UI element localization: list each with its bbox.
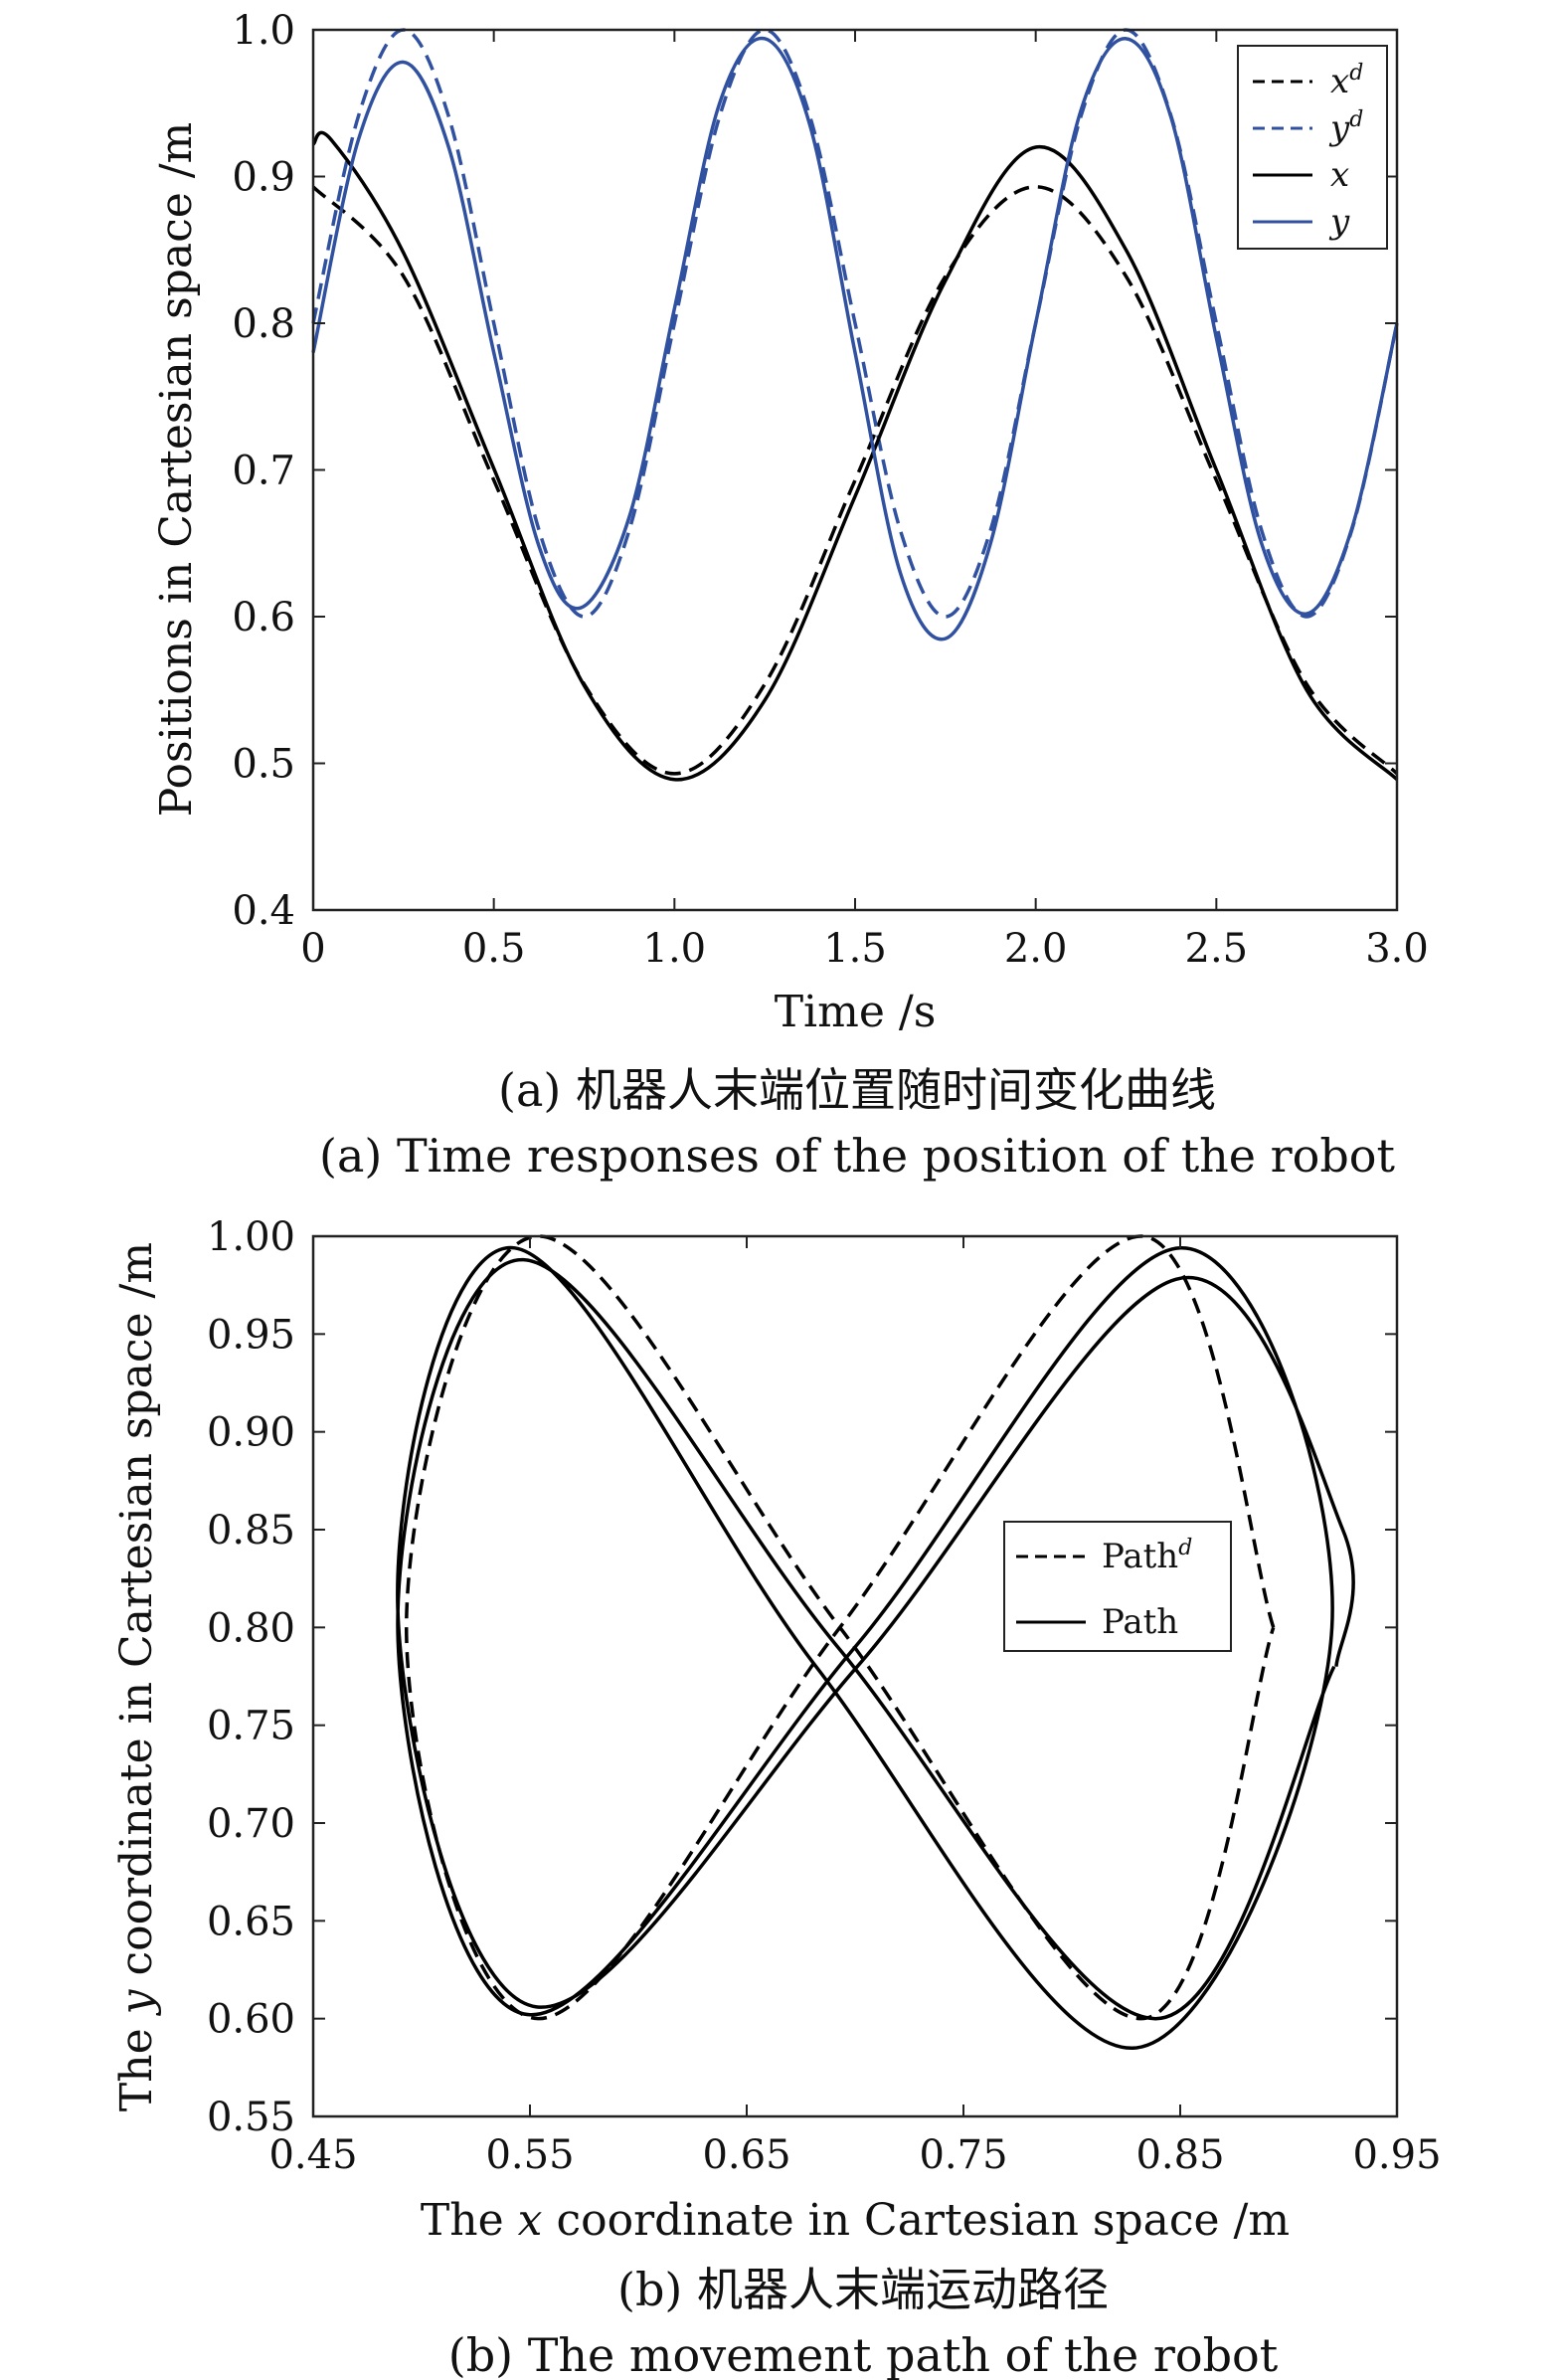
chart-b-ylabel: The y coordinate in Cartesian space /m — [111, 1242, 162, 2111]
caption-a-zh: (a) 机器人末端位置随时间变化曲线 — [498, 1063, 1216, 1117]
caption-a-en: (a) Time responses of the position of th… — [319, 1129, 1395, 1183]
chart-b-series-1-line — [396, 1246, 1355, 2050]
y-tick-label: 0.95 — [207, 1312, 295, 1358]
chart-b-series-group — [396, 1234, 1355, 2050]
chart-b-ticks: 0.45 0.55 0.65 0.75 0.85 0.950.550.600.650.70… — [207, 1214, 1442, 2178]
x-tick-label: 0.85 — [1135, 2132, 1224, 2178]
y-tick-label: 0.60 — [207, 1997, 295, 2043]
chart-a-ticks: 0 0.5 1.0 1.5 2.0 2.5 3.0 0.4 0.5 0.6 0.7 0.8 0.9 1.0 — [232, 8, 1428, 972]
y-tick-label: 0.80 — [207, 1605, 295, 1651]
x-tick-label: 2.0 — [1004, 926, 1068, 972]
y-tick-label: 0.70 — [207, 1801, 295, 1847]
y-tick-label: 0.85 — [207, 1508, 295, 1554]
y-tick-label: 0.4 — [232, 888, 295, 934]
x-tick-label: 0.55 — [485, 2132, 574, 2178]
caption-b-en: (b) The movement path of the robot — [448, 2328, 1279, 2380]
chart-a-series-3-line — [311, 36, 1399, 641]
chart-a-series-0-line — [311, 185, 1399, 776]
chart-b-movement-path: 0.45 0.55 0.65 0.75 0.85 0.950.550.600.650.70… — [111, 1214, 1442, 2246]
y-tick-label: 0.75 — [207, 1704, 295, 1749]
x-tick-label: 1.5 — [823, 926, 887, 972]
x-tick-label: 0.45 — [268, 2132, 357, 2178]
chart-a-ylabel: Positions in Cartesian space /m — [151, 122, 202, 818]
y-tick-label: 1.0 — [232, 8, 295, 54]
y-tick-label: 0.65 — [207, 1899, 295, 1944]
x-tick-label: 0 — [300, 926, 325, 972]
chart-a-series-1-line — [311, 28, 1399, 619]
chart-a-xlabel: Time /s — [775, 987, 937, 1037]
y-tick-label: 0.90 — [207, 1410, 295, 1456]
legend-1-label: Path — [1102, 1602, 1178, 1642]
x-tick-label: 0.95 — [1352, 2132, 1441, 2178]
legend-1-label: yd — [1328, 107, 1363, 148]
chart-a-time-response: 0 0.5 1.0 1.5 2.0 2.5 3.0 0.4 0.5 0.6 0.7 0.8 0.9 1.0… — [151, 8, 1429, 1037]
legend-0-label: Pathd — [1102, 1536, 1192, 1576]
x-tick-label: 0.5 — [462, 926, 526, 972]
legend-2-label: x — [1330, 155, 1349, 195]
chart-a-legend: xd yd xy — [1237, 45, 1388, 250]
chart-a-series-group — [311, 28, 1399, 782]
y-tick-label: 0.9 — [232, 155, 295, 201]
legend-3-label: y — [1328, 202, 1350, 242]
chart-b-series-0-line — [404, 1234, 1276, 2021]
chart-b-legend: Pathd Path — [1003, 1521, 1232, 1652]
y-tick-label: 0.5 — [232, 742, 295, 788]
x-tick-label: 2.5 — [1185, 926, 1249, 972]
y-tick-label: 1.00 — [207, 1214, 295, 1260]
legend-0-label: xd — [1330, 61, 1363, 101]
y-tick-label: 0.6 — [232, 595, 295, 641]
y-tick-label: 0.7 — [232, 449, 295, 494]
x-tick-label: 0.65 — [702, 2132, 790, 2178]
chart-b-axes-box — [311, 1234, 1399, 2118]
caption-b-zh: (b) 机器人末端运动路径 — [617, 2263, 1109, 2316]
y-tick-label: 0.55 — [207, 2095, 295, 2140]
chart-a-series-2-line — [311, 130, 1399, 782]
x-tick-label: 0.75 — [919, 2132, 1007, 2178]
chart-b-xlabel: The x coordinate in Cartesian space /m — [421, 2195, 1290, 2246]
x-tick-label: 3.0 — [1365, 926, 1429, 972]
y-tick-label: 0.8 — [232, 301, 295, 347]
x-tick-label: 1.0 — [643, 926, 707, 972]
